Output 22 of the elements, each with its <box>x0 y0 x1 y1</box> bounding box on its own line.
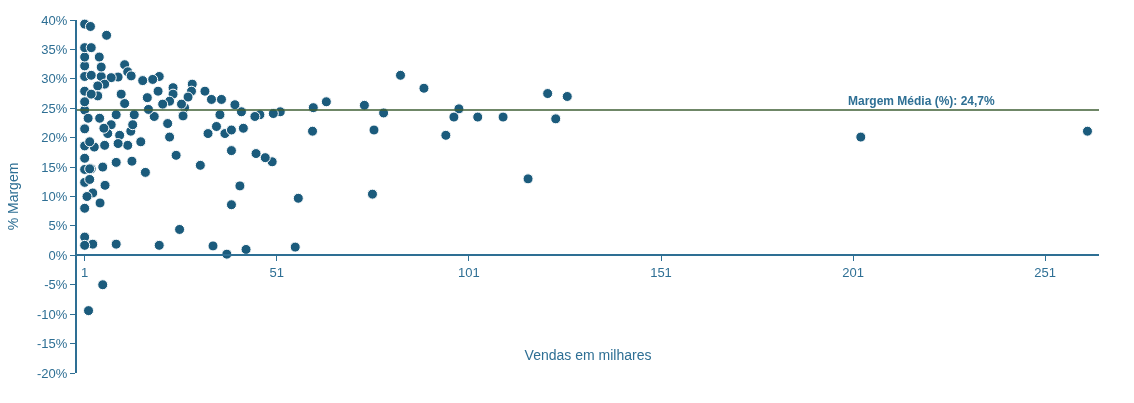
y-tick-label: 25% <box>41 100 68 116</box>
x-tick-label: 1 <box>81 264 89 280</box>
y-axis-title: % Margem <box>5 162 22 231</box>
y-tick-label: 35% <box>41 41 68 57</box>
x-tick-label: 201 <box>842 264 864 280</box>
ref-line-label: Margem Média (%): 24,7% <box>848 94 996 108</box>
y-tick-label: 10% <box>41 189 68 205</box>
y-tick-label: 40% <box>41 12 68 28</box>
x-tick-label: 151 <box>650 264 672 280</box>
y-tick-label: 0% <box>48 247 68 263</box>
y-tick-label: 15% <box>41 159 68 175</box>
y-tick-label: 20% <box>41 130 68 146</box>
x-axis-title: Vendas em milhares <box>524 346 652 363</box>
x-tick-label: 101 <box>458 264 480 280</box>
y-tick-label: -20% <box>37 365 68 381</box>
x-tick-label: 251 <box>1034 264 1057 280</box>
y-tick-label: -5% <box>44 277 68 293</box>
x-tick-label: 51 <box>269 264 285 280</box>
y-tick-label: -10% <box>37 306 68 322</box>
y-tick-label: 5% <box>48 218 68 234</box>
y-tick-label: -15% <box>37 336 68 352</box>
y-tick-label: 30% <box>41 71 68 87</box>
